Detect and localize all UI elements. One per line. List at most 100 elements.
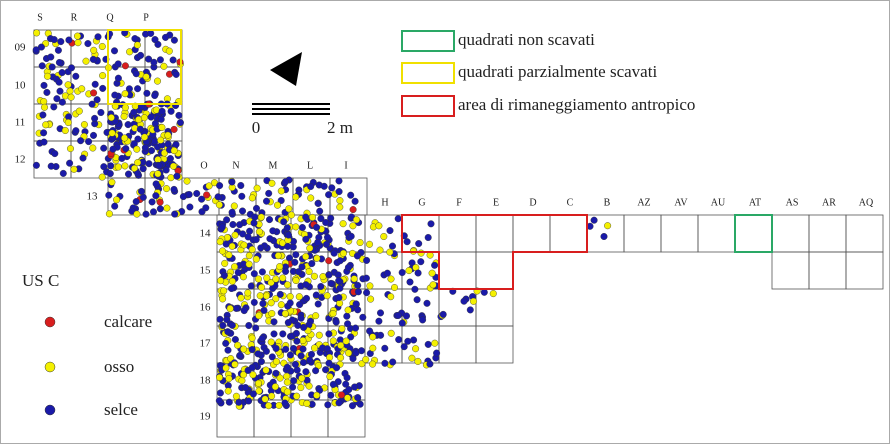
find-dot <box>305 382 313 390</box>
find-dot <box>108 178 116 186</box>
find-dot <box>290 345 298 353</box>
find-dot <box>337 341 345 349</box>
find-dot <box>336 197 344 205</box>
legend: quadrati non scavati quadrati parzialmen… <box>401 30 695 117</box>
find-dot <box>40 138 48 146</box>
find-dot <box>58 98 66 106</box>
find-dot <box>225 375 233 383</box>
find-dot <box>41 103 49 111</box>
find-dot <box>265 402 273 410</box>
find-dot <box>67 64 75 72</box>
find-dot <box>139 165 147 173</box>
find-dot <box>284 242 292 250</box>
find-dot <box>405 267 413 275</box>
find-dot <box>345 386 353 394</box>
find-dot <box>377 331 385 339</box>
find-dot <box>245 252 253 260</box>
find-dot <box>234 269 242 277</box>
find-dot <box>327 214 335 222</box>
find-dot <box>389 358 397 366</box>
find-dot <box>72 72 80 80</box>
find-dot <box>329 337 337 345</box>
find-dot <box>114 60 122 68</box>
find-dot <box>266 216 274 224</box>
find-dot <box>338 325 346 333</box>
find-dot <box>147 147 155 155</box>
find-dot <box>266 235 274 243</box>
find-dot <box>389 242 397 250</box>
find-dot <box>50 36 58 44</box>
find-dot <box>85 138 93 146</box>
find-dot <box>347 333 355 341</box>
legend-swatch <box>401 95 455 117</box>
find-dot <box>292 223 300 231</box>
find-dot <box>424 233 432 241</box>
find-dot <box>314 238 322 246</box>
find-dot <box>366 327 374 335</box>
grid-cell <box>845 251 884 290</box>
find-dot <box>489 290 497 298</box>
find-dot <box>217 277 225 285</box>
find-dot <box>131 35 139 43</box>
find-dot <box>282 345 290 353</box>
find-dot <box>366 240 374 248</box>
find-dot <box>248 245 256 253</box>
find-dot <box>40 97 48 105</box>
find-dot <box>394 215 402 223</box>
find-dot <box>380 232 388 240</box>
find-dot <box>33 29 41 37</box>
find-dot <box>403 238 411 246</box>
row-label: 15 <box>200 265 212 277</box>
find-dot <box>303 294 311 302</box>
find-dot <box>55 78 63 86</box>
find-dot <box>302 235 310 243</box>
find-dot <box>229 220 237 228</box>
find-dot <box>377 309 385 317</box>
find-dot <box>282 267 290 275</box>
legend-label: quadrati parzialmente scavati <box>458 62 657 81</box>
column-label: AZ <box>637 197 650 208</box>
column-label: H <box>381 197 388 208</box>
find-dot <box>100 144 108 152</box>
find-dot <box>262 292 270 300</box>
find-dot <box>240 307 248 315</box>
find-dot <box>433 349 441 357</box>
find-dot <box>93 96 101 104</box>
find-dot <box>258 283 266 291</box>
find-dot <box>366 282 374 290</box>
find-dot <box>600 232 608 240</box>
find-dot <box>387 275 395 283</box>
find-dot <box>238 192 246 200</box>
find-dot <box>411 285 419 293</box>
find-dot <box>218 223 226 231</box>
column-label: C <box>567 197 574 208</box>
find-dot <box>267 279 275 287</box>
find-dot <box>241 384 249 392</box>
find-dot <box>248 334 256 342</box>
find-dot <box>114 74 122 82</box>
find-dot <box>398 319 406 327</box>
row-label: 09 <box>15 42 27 54</box>
find-dot <box>153 77 161 85</box>
find-dot <box>141 133 149 141</box>
find-dot <box>271 383 279 391</box>
find-dot <box>40 81 48 89</box>
find-dot <box>72 127 80 135</box>
find-dot <box>349 355 357 363</box>
column-label: F <box>456 197 462 208</box>
find-dot <box>336 299 344 307</box>
find-dot <box>300 323 308 331</box>
grid-cell <box>475 325 514 364</box>
column-label: AR <box>822 197 836 208</box>
column-label: AT <box>749 197 761 208</box>
find-dot <box>349 402 357 410</box>
find-dot <box>151 137 159 145</box>
column-label: S <box>37 12 43 23</box>
find-dot <box>351 197 359 205</box>
symbol-legend: US C calcare osso selce <box>22 271 152 419</box>
find-dot <box>352 300 360 308</box>
find-dot <box>73 32 81 40</box>
find-dot <box>352 324 360 332</box>
find-dot <box>347 232 355 240</box>
find-dot <box>157 115 165 123</box>
